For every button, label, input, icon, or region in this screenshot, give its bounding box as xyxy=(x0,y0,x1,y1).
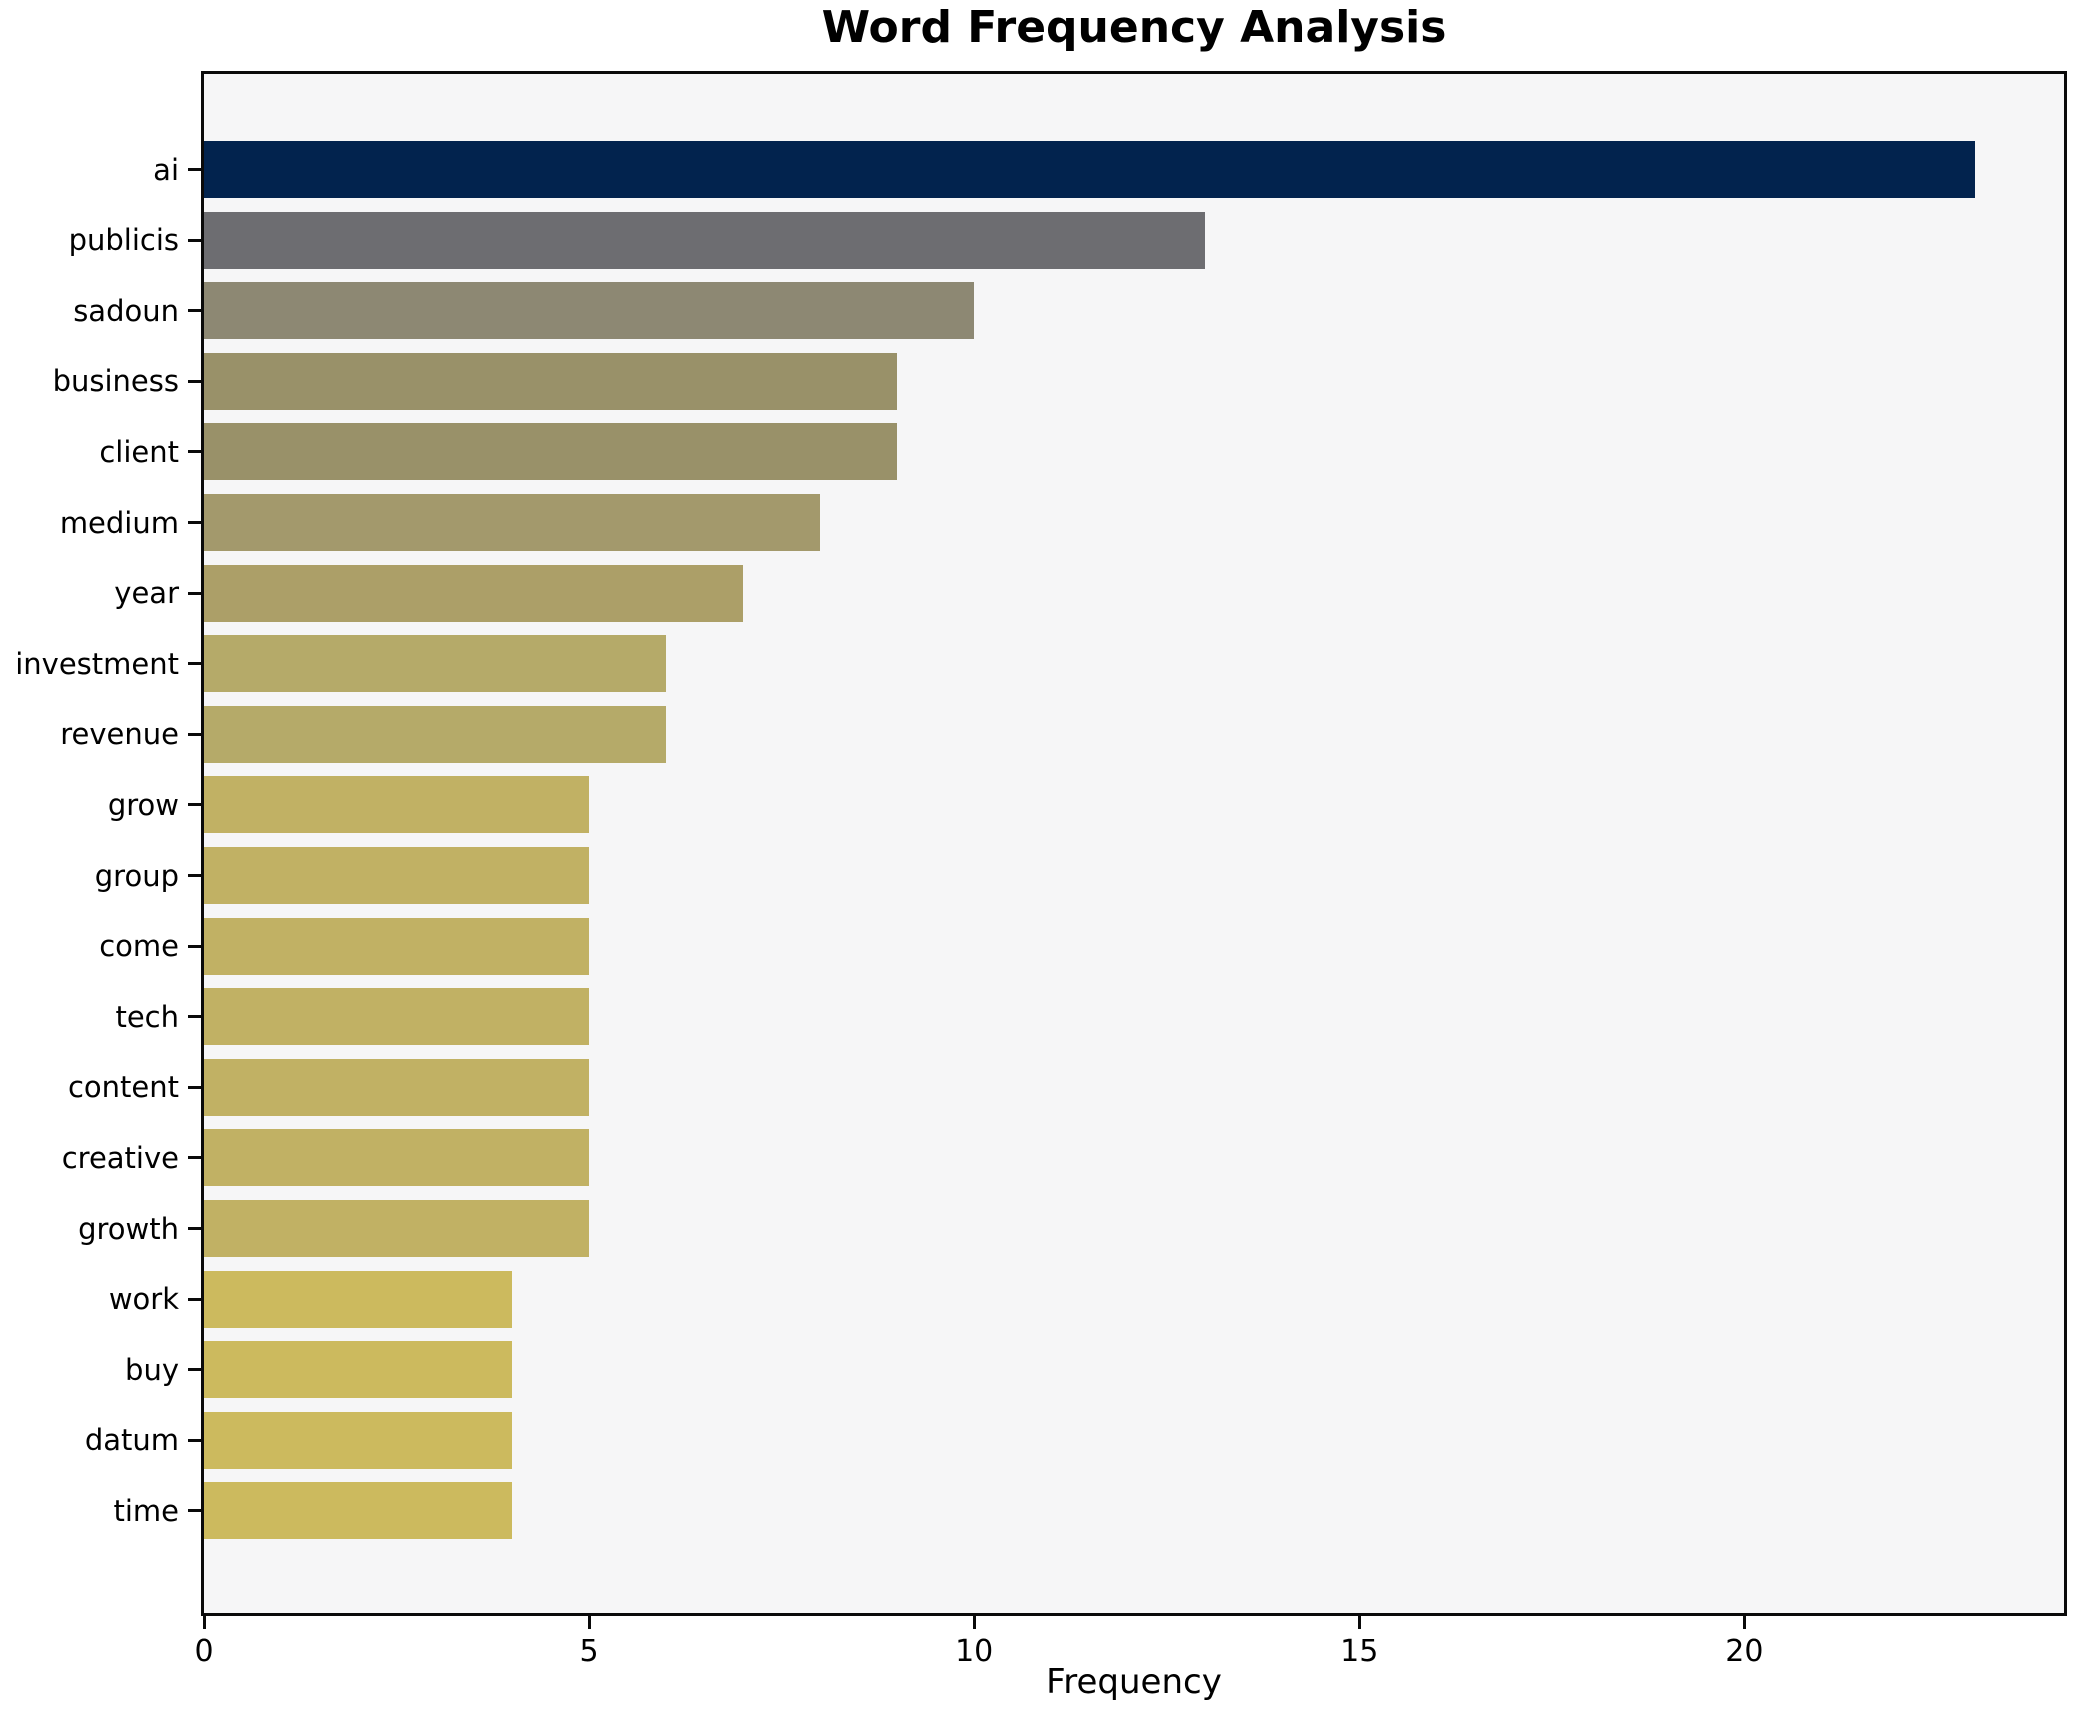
bar-medium xyxy=(204,494,821,551)
x-tick xyxy=(202,1616,206,1629)
y-tick xyxy=(188,732,201,736)
y-tick xyxy=(188,450,201,454)
x-tick-label-5: 5 xyxy=(579,1634,599,1669)
y-tick xyxy=(188,662,201,666)
y-tick xyxy=(188,874,201,877)
y-axis-label-tech: tech xyxy=(115,999,179,1034)
chart-title: Word Frequency Analysis xyxy=(821,2,1447,53)
y-axis-label-year: year xyxy=(114,576,179,611)
y-tick xyxy=(188,1368,201,1372)
y-axis-label-revenue: revenue xyxy=(60,717,179,752)
bar-time xyxy=(204,1482,513,1540)
bar-client xyxy=(204,423,898,481)
x-tick-label-0: 0 xyxy=(194,1634,214,1669)
y-axis-label-business: business xyxy=(52,364,179,399)
y-tick xyxy=(188,1085,201,1089)
y-axis-label-publicis: publicis xyxy=(68,223,179,258)
bar-content xyxy=(204,1058,590,1116)
bar-tech xyxy=(204,988,590,1046)
x-tick xyxy=(1357,1616,1361,1629)
y-axis-label-sadoun: sadoun xyxy=(73,293,179,328)
x-tick-label-20: 20 xyxy=(1725,1634,1764,1669)
y-axis-label-group: group xyxy=(94,858,179,893)
y-tick xyxy=(188,379,201,383)
x-axis-title: Frequency xyxy=(1046,1662,1222,1702)
bar-datum xyxy=(204,1411,513,1469)
y-tick xyxy=(188,1227,201,1230)
bar-grow xyxy=(204,776,590,834)
x-tick xyxy=(587,1616,591,1629)
y-tick xyxy=(188,1438,201,1442)
x-tick-label-10: 10 xyxy=(955,1634,994,1669)
y-axis-label-creative: creative xyxy=(61,1140,179,1175)
bar-investment xyxy=(204,635,667,693)
y-axis-label-growth: growth xyxy=(78,1211,179,1246)
y-axis-label-time: time xyxy=(113,1493,179,1528)
bar-creative xyxy=(204,1129,590,1187)
x-tick xyxy=(972,1616,976,1629)
y-axis-label-grow: grow xyxy=(107,787,179,822)
bar-revenue xyxy=(204,705,667,763)
bar-sadoun xyxy=(204,282,975,340)
plot-area xyxy=(201,71,2067,1616)
bar-growth xyxy=(204,1200,590,1257)
y-axis-label-investment: investment xyxy=(15,646,179,681)
y-axis-label-content: content xyxy=(67,1070,179,1105)
bar-group xyxy=(204,847,590,904)
y-tick xyxy=(188,238,201,242)
y-tick xyxy=(188,309,201,313)
y-tick xyxy=(188,1015,201,1019)
y-tick xyxy=(188,168,201,171)
y-axis-label-work: work xyxy=(108,1282,179,1317)
x-tick xyxy=(1742,1616,1746,1629)
bar-business xyxy=(204,352,898,410)
y-tick xyxy=(188,1509,201,1513)
y-tick xyxy=(188,1156,201,1160)
y-axis-label-ai: ai xyxy=(153,152,179,187)
y-tick xyxy=(188,944,201,948)
bar-work xyxy=(204,1270,513,1328)
bar-come xyxy=(204,917,590,975)
y-axis-label-buy: buy xyxy=(125,1352,179,1387)
bar-buy xyxy=(204,1341,513,1399)
bar-ai xyxy=(204,141,1976,198)
y-axis-label-datum: datum xyxy=(84,1423,179,1458)
y-axis-label-come: come xyxy=(99,929,179,964)
y-axis-label-client: client xyxy=(99,434,179,469)
y-axis-label-medium: medium xyxy=(59,505,179,540)
bar-publicis xyxy=(204,211,1206,269)
bar-year xyxy=(204,564,744,622)
y-tick xyxy=(188,1297,201,1301)
y-tick xyxy=(188,803,201,807)
y-tick xyxy=(188,521,201,524)
x-tick-label-15: 15 xyxy=(1340,1634,1379,1669)
y-tick xyxy=(188,591,201,595)
